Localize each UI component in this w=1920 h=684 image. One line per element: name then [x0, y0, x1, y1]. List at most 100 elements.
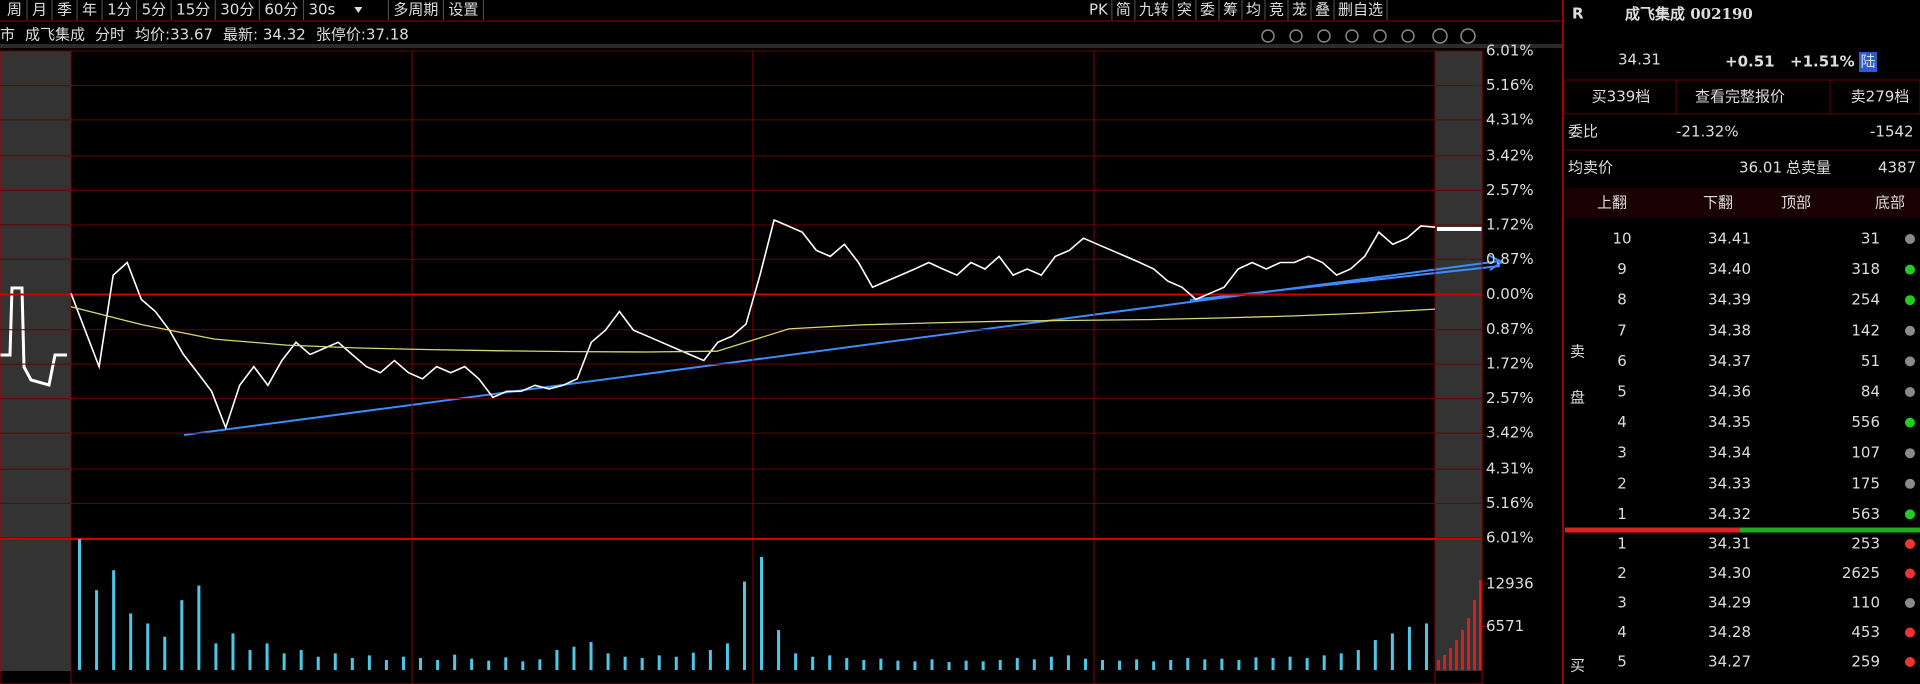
total-sell: 4387 — [1878, 159, 1916, 177]
book-volume: 318 — [1851, 260, 1880, 278]
toolbar-item[interactable]: 30分 — [220, 1, 254, 19]
toolbar-item[interactable]: 简 — [1116, 1, 1131, 19]
toolbar-item[interactable]: 九转 — [1139, 1, 1169, 19]
toolbar-item[interactable]: 5分 — [142, 1, 167, 19]
toolbar-item[interactable]: 删自选 — [1338, 1, 1383, 19]
book-level: 9 — [1617, 260, 1627, 278]
volume-bar — [470, 658, 474, 670]
y-tick-label: 1.72% — [1486, 355, 1534, 373]
book-level: 2 — [1617, 474, 1627, 492]
volume-bar — [708, 650, 712, 670]
book-level: 4 — [1617, 413, 1627, 431]
toolbar-item[interactable]: 多周期 — [393, 1, 438, 19]
column-button[interactable]: 底部 — [1875, 194, 1905, 212]
book-dot — [1905, 417, 1915, 428]
stock-title: 成飞集成 002190 — [1625, 5, 1753, 23]
y-tick-label: 2.57% — [1486, 389, 1534, 407]
toolbar-item[interactable]: 委 — [1200, 1, 1215, 19]
average-line — [70, 306, 1436, 353]
toolbar-item[interactable]: 60分 — [264, 1, 298, 19]
volume-bar — [998, 660, 1002, 670]
volume-bar — [453, 654, 457, 670]
volume-bar — [1203, 659, 1207, 670]
book-dot — [1905, 295, 1915, 306]
badge-box — [1859, 52, 1877, 72]
toolbar-item[interactable]: 15分 — [176, 1, 210, 19]
volume-tick-label: 6571 — [1486, 617, 1524, 635]
dropdown-arrow — [354, 7, 363, 13]
book-volume: 175 — [1851, 474, 1880, 492]
book-price: 34.32 — [1708, 505, 1751, 523]
toolbar-item[interactable]: PK — [1089, 1, 1109, 19]
volume-bar — [1305, 658, 1309, 670]
column-button[interactable]: 下翻 — [1703, 194, 1733, 212]
post-market — [1435, 51, 1482, 671]
book-volume: 31 — [1861, 230, 1880, 248]
toolbar-item[interactable]: 30s — [308, 1, 335, 19]
toolbar-item[interactable]: 均 — [1246, 1, 1261, 19]
book-price: 34.31 — [1708, 535, 1751, 553]
book-volume: 563 — [1851, 505, 1880, 523]
volume-bar — [1339, 653, 1343, 670]
volume-bar — [742, 581, 746, 670]
volume-bar — [606, 653, 610, 670]
volume-bar — [811, 656, 815, 670]
y-tick-label: 5.16% — [1486, 494, 1534, 512]
book-dot — [1905, 478, 1915, 489]
toolbar-item[interactable]: 月 — [32, 1, 47, 19]
column-button[interactable]: 顶部 — [1781, 194, 1811, 212]
toolbar-item[interactable]: 筹 — [1223, 1, 1238, 19]
info-avg: 均价:33.67 — [135, 26, 213, 44]
toolbar-item[interactable]: 设置 — [448, 1, 478, 19]
book-price: 34.30 — [1708, 564, 1751, 582]
volume-bar — [1322, 655, 1326, 670]
toolbar-item[interactable]: 季 — [57, 1, 72, 19]
book-price: 34.37 — [1708, 352, 1751, 370]
tool-icons[interactable] — [1261, 28, 1476, 44]
toolbar-item[interactable]: 茏 — [1292, 1, 1307, 19]
toolbar-item[interactable]: 周 — [7, 1, 22, 19]
avg-sell: 36.01 — [1739, 159, 1782, 177]
quote-button[interactable]: 买339档 — [1592, 88, 1651, 106]
book-volume: 253 — [1851, 535, 1880, 553]
y-tick-label: 0.87% — [1486, 250, 1534, 268]
toolbar-item[interactable]: 突 — [1177, 1, 1192, 19]
quote-button[interactable]: 查看完整报价 — [1695, 88, 1785, 106]
volume-bar — [436, 660, 440, 670]
toolbar-item[interactable]: 年 — [82, 1, 97, 19]
price: 34.31 — [1618, 51, 1661, 69]
toolbar-item[interactable]: 1分 — [107, 1, 132, 19]
book-price: 34.34 — [1708, 444, 1751, 462]
book-level: 7 — [1617, 321, 1627, 339]
badge: 陆 — [1860, 53, 1875, 71]
pre-market-line — [0, 286, 67, 387]
volume-bar — [401, 656, 405, 670]
volume-bar — [1288, 656, 1292, 670]
info-limit: 张停价:37.18 — [316, 26, 409, 44]
column-button[interactable]: 上翻 — [1597, 194, 1627, 212]
book-level: 5 — [1617, 653, 1627, 671]
quote-button[interactable]: 卖279档 — [1851, 88, 1910, 106]
volume-bar — [1390, 633, 1394, 670]
book-dot — [1905, 356, 1915, 367]
book-dot — [1905, 657, 1915, 667]
book-volume: 556 — [1851, 413, 1880, 431]
book-volume: 259 — [1851, 653, 1880, 671]
volume-bar — [947, 662, 951, 670]
book-dot — [1905, 387, 1915, 397]
toolbar-item[interactable]: 叠 — [1315, 1, 1330, 19]
ratio-label: 委比 — [1568, 123, 1598, 141]
book-price: 34.28 — [1708, 623, 1751, 641]
info-last: 最新: 34.32 — [223, 26, 306, 44]
book-volume: 84 — [1861, 383, 1880, 401]
volume-bar — [1424, 623, 1428, 670]
volume-bar — [333, 653, 337, 670]
volume-bar — [180, 600, 184, 670]
volume-bar — [1066, 655, 1070, 670]
volume-bar — [299, 650, 303, 670]
volume-bar — [572, 646, 576, 670]
volume-bar — [197, 585, 201, 670]
toolbar-item[interactable]: 竞 — [1269, 1, 1284, 19]
volume-bar — [350, 658, 354, 670]
ratio-diff: -1542 — [1870, 123, 1914, 141]
